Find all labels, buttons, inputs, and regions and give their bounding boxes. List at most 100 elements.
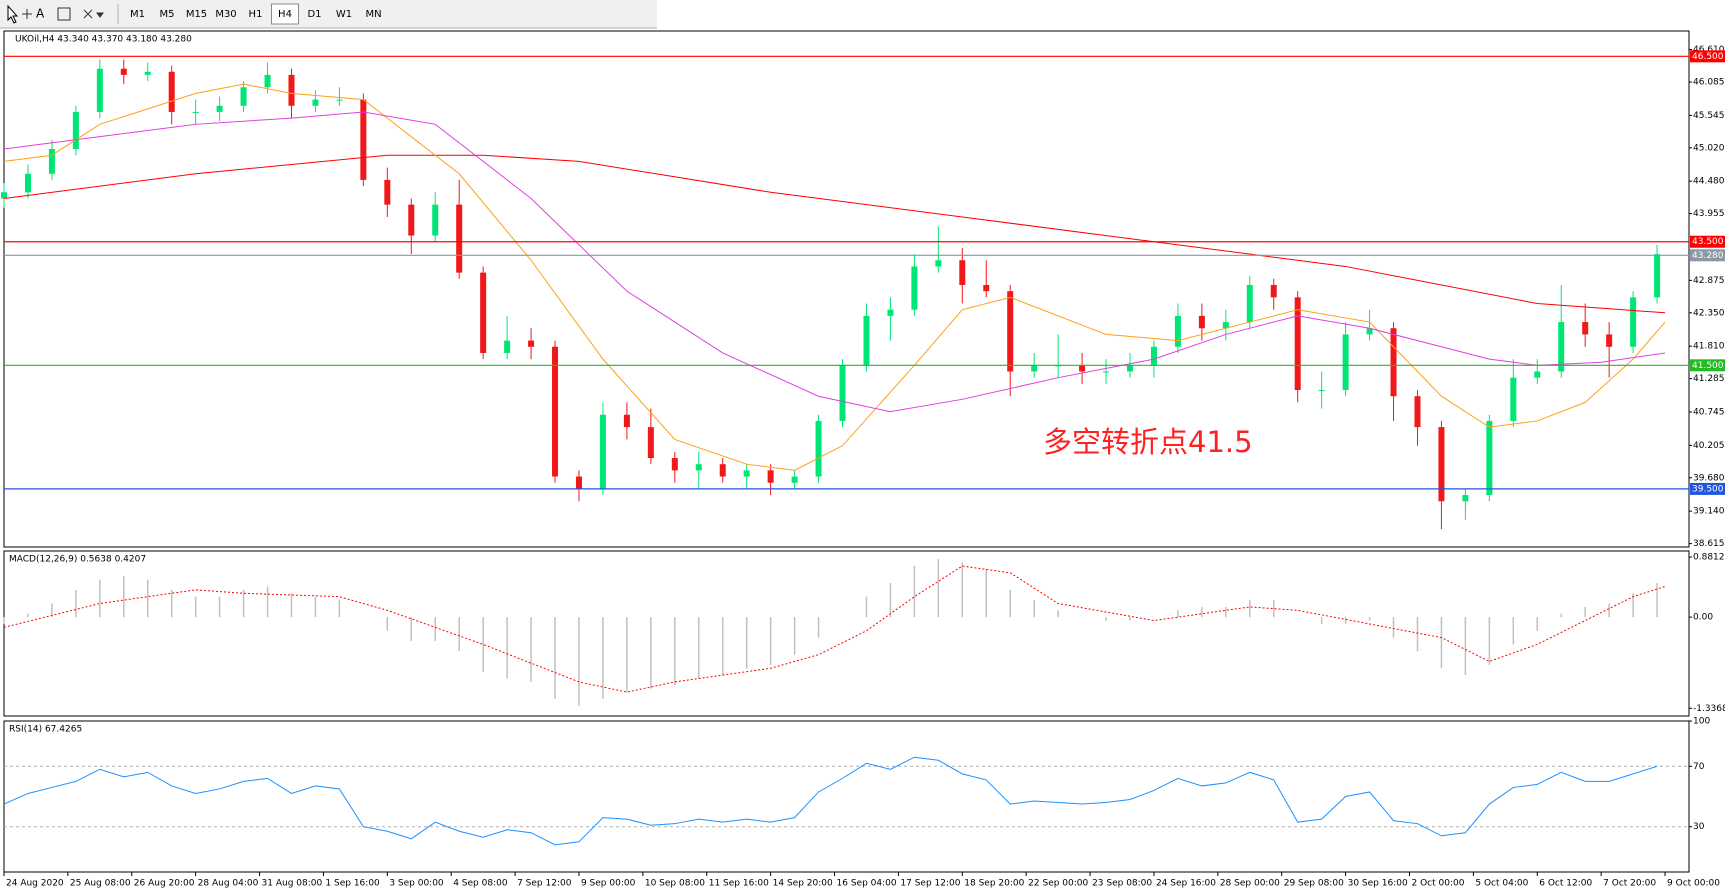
- x-tick-label: 18 Sep 20:00: [964, 879, 1024, 889]
- label-tool-icon[interactable]: [57, 7, 71, 21]
- candle-body: [863, 315, 870, 366]
- candle-body: [456, 204, 463, 273]
- candle-body: [312, 99, 319, 106]
- candle-body: [887, 309, 894, 316]
- y-tick-label: 41.810: [1693, 342, 1725, 352]
- timeframe-button[interactable]: H4: [278, 9, 292, 20]
- x-tick-label: 6 Oct 12:00: [1539, 879, 1592, 889]
- candle-body: [480, 272, 487, 353]
- y-tick-label: 46.085: [1693, 77, 1725, 87]
- candle-body: [983, 284, 990, 292]
- y-tick-label: 38.615: [1693, 539, 1725, 549]
- candle-body: [1318, 390, 1325, 392]
- x-tick-label: 23 Sep 08:00: [1092, 879, 1152, 889]
- candle-body: [671, 458, 678, 471]
- timeframe-button[interactable]: D1: [307, 9, 321, 20]
- candle-body: [1079, 365, 1086, 372]
- y-tick-label: 100: [1693, 717, 1710, 727]
- x-tick-label: 29 Sep 08:00: [1284, 879, 1344, 889]
- level-label-bg: [1690, 359, 1725, 372]
- y-tick-label: 39.140: [1693, 507, 1725, 517]
- candle-body: [815, 420, 822, 477]
- candle-body: [144, 71, 151, 75]
- candle-body: [791, 476, 798, 483]
- timeframe-button[interactable]: MN: [365, 9, 381, 20]
- x-tick-label: 11 Sep 16:00: [709, 879, 769, 889]
- cursor-icon[interactable]: [7, 4, 19, 24]
- y-tick-label: 0.00: [1693, 613, 1713, 623]
- shapes-icon[interactable]: [83, 9, 104, 19]
- candle-body: [216, 105, 223, 112]
- candle-body: [336, 99, 343, 101]
- x-tick-label: 24 Aug 2020: [6, 879, 64, 889]
- annotation: 多空转折点41.5: [1043, 425, 1253, 459]
- x-tick-label: 30 Sep 16:00: [1348, 879, 1408, 889]
- series-line: [3, 83, 1666, 471]
- candle-body: [1007, 291, 1014, 372]
- pane-frame: [3, 550, 1690, 717]
- timeframe-button[interactable]: H1: [249, 9, 263, 20]
- level-label: 41.500: [1692, 361, 1724, 371]
- candle-body: [911, 266, 918, 310]
- timeframe-button[interactable]: M1: [130, 9, 145, 20]
- series-line: [3, 565, 1666, 693]
- y-tick-label: 39.680: [1693, 473, 1725, 483]
- candle-body: [1198, 315, 1205, 329]
- timeframe-button[interactable]: M15: [186, 9, 207, 20]
- candle-body: [1222, 322, 1229, 329]
- candle-body: [1486, 420, 1493, 496]
- candle-body: [1, 192, 7, 199]
- candle-body: [96, 68, 103, 112]
- candle-body: [1606, 334, 1613, 347]
- candle-body: [1150, 346, 1157, 366]
- y-tick-label: 41.285: [1693, 374, 1725, 384]
- text-tool[interactable]: A: [36, 7, 45, 21]
- level-label-bg: [1690, 482, 1725, 495]
- series-line: [3, 111, 1666, 413]
- level-label: 46.500: [1692, 52, 1724, 62]
- x-tick-label: 16 Sep 04:00: [837, 879, 897, 889]
- y-tick-label: 45.020: [1693, 143, 1725, 153]
- timeframe-button[interactable]: M5: [160, 9, 175, 20]
- x-tick-label: 17 Sep 12:00: [900, 879, 960, 889]
- candle-body: [1031, 365, 1038, 372]
- candle-body: [48, 149, 55, 174]
- candle-body: [1246, 284, 1253, 323]
- candle-body: [360, 99, 367, 180]
- pane-title: MACD(12,26,9) 0.5638 0.4207: [9, 555, 146, 565]
- x-tick-label: 4 Sep 08:00: [453, 879, 508, 889]
- pane-title: UKOil,H4 43.340 43.370 43.180 43.280: [15, 35, 192, 45]
- timeframe-button[interactable]: M30: [215, 9, 236, 20]
- candle-body: [408, 204, 415, 236]
- candle-body: [1366, 328, 1373, 335]
- candle-body: [599, 414, 606, 489]
- candle-body: [647, 427, 654, 459]
- candle-body: [504, 340, 511, 353]
- y-tick-label: 46.610: [1693, 45, 1725, 55]
- candle-body: [72, 111, 79, 150]
- level-label-bg: [1690, 50, 1725, 63]
- candle-body: [384, 179, 391, 205]
- x-tick-label: 10 Sep 08:00: [645, 879, 705, 889]
- candle-body: [240, 87, 247, 106]
- x-tick-label: 24 Sep 16:00: [1156, 879, 1216, 889]
- y-tick-label: 45.545: [1693, 111, 1725, 121]
- candle-body: [1126, 365, 1133, 372]
- candle-body: [1414, 396, 1421, 428]
- x-tick-label: 7 Sep 12:00: [517, 879, 572, 889]
- timeframe-button[interactable]: W1: [336, 9, 352, 20]
- x-tick-label: 28 Aug 04:00: [198, 879, 259, 889]
- crosshair-icon[interactable]: [22, 9, 32, 19]
- candle-body: [1390, 328, 1397, 397]
- x-tick-label: 26 Aug 20:00: [134, 879, 195, 889]
- candle-body: [24, 173, 31, 193]
- x-tick-label: 25 Aug 08:00: [70, 879, 131, 889]
- candle-body: [120, 68, 127, 75]
- candle-body: [1270, 284, 1277, 298]
- candle-body: [695, 464, 702, 471]
- candle-body: [743, 470, 750, 477]
- x-tick-label: 7 Oct 20:00: [1603, 879, 1656, 889]
- candle-body: [168, 71, 175, 112]
- level-label: 43.500: [1692, 237, 1724, 247]
